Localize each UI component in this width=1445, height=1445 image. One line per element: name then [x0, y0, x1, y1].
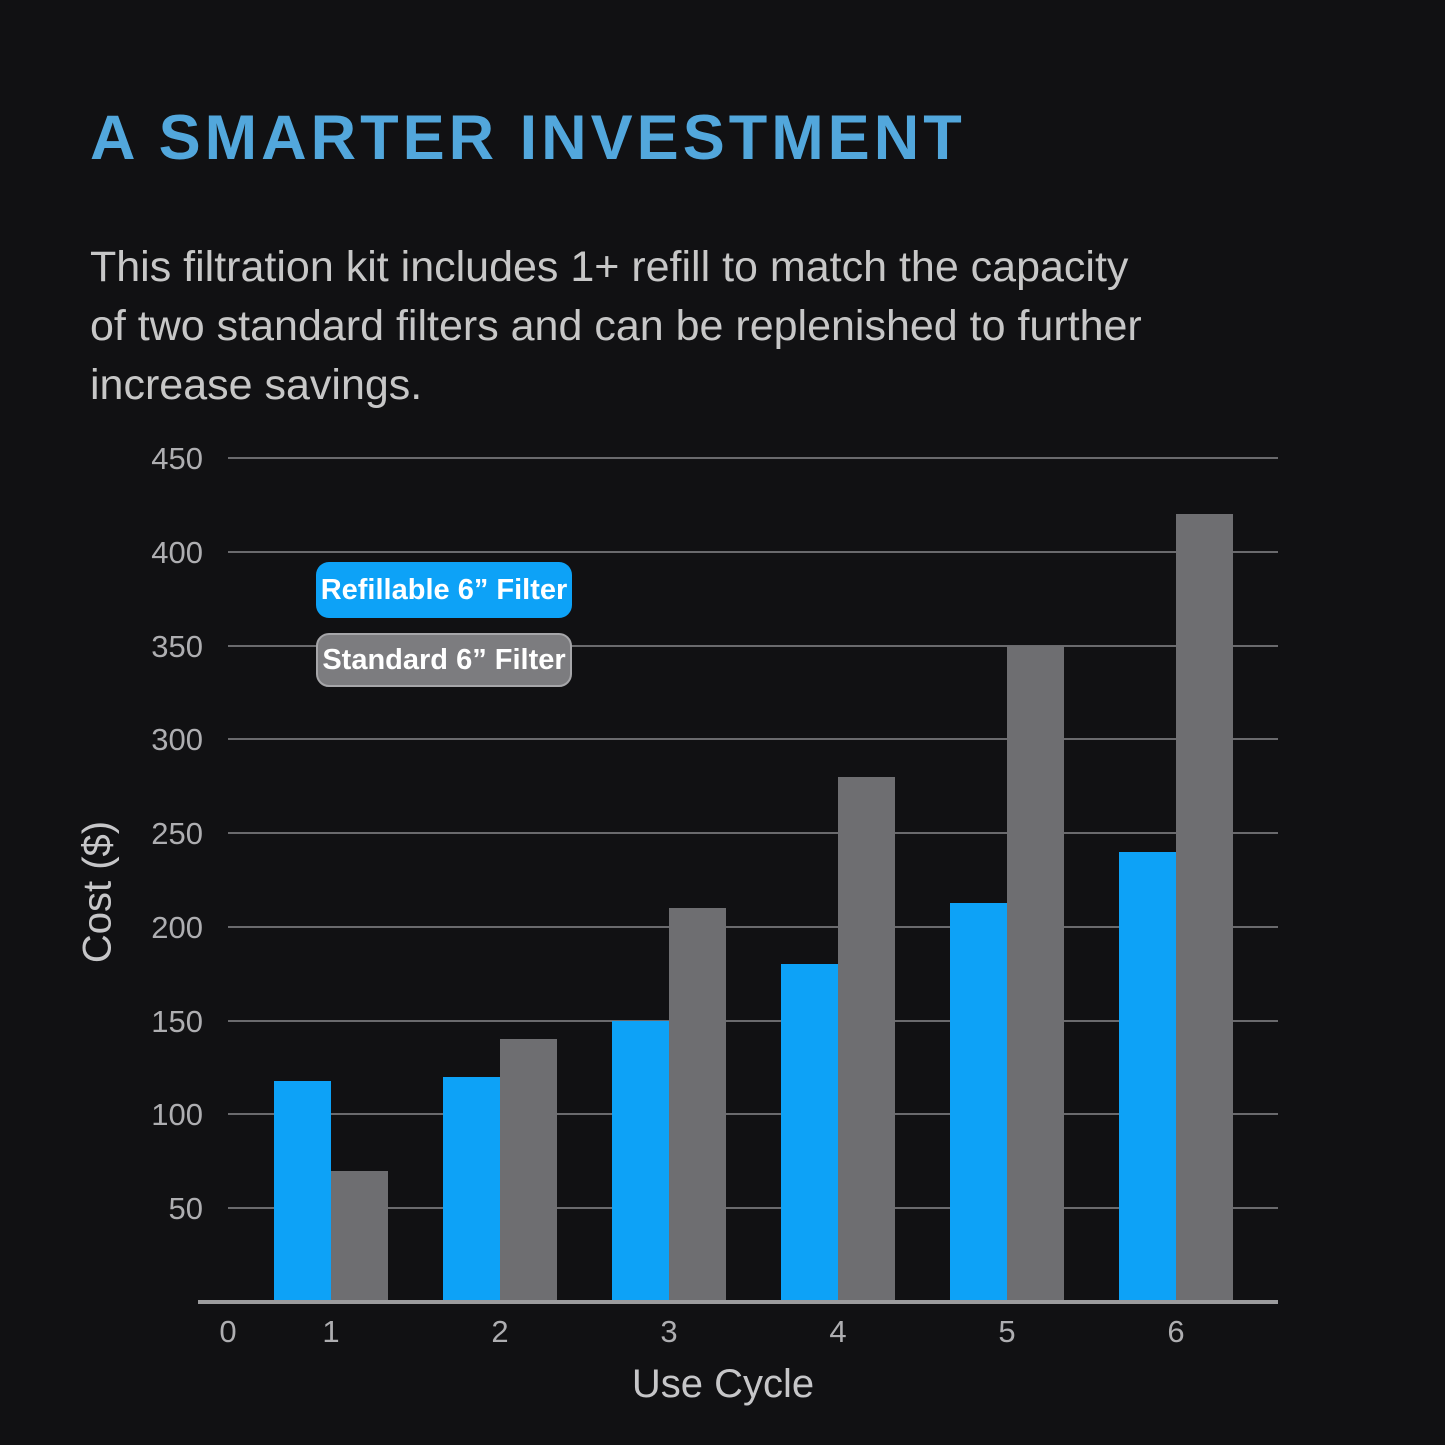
- refillable-bar-cycle-3: [612, 1020, 669, 1302]
- refillable-bar-cycle-4: [781, 964, 838, 1302]
- refillable-bar-cycle-5: [950, 902, 1007, 1302]
- y-tick-label-400: 400: [151, 534, 203, 570]
- x-tick-label-5: 5: [998, 1314, 1016, 1349]
- x-axis-title: Use Cycle: [631, 1362, 815, 1406]
- x-axis-line: [198, 1300, 1278, 1304]
- gridline-50: [228, 1207, 1278, 1210]
- standard-bar-cycle-2: [500, 1039, 557, 1302]
- y-tick-label-450: 450: [151, 441, 203, 476]
- refillable-bar-cycle-6: [1119, 851, 1176, 1302]
- y-tick-label-50: 50: [168, 1191, 203, 1227]
- x-tick-label-1: 1: [322, 1314, 340, 1349]
- page-title: A SMARTER INVESTMENT: [90, 103, 966, 173]
- gridline-450: [228, 457, 1278, 459]
- y-tick-label-150: 150: [151, 1003, 203, 1039]
- x-tick-label-0: 0: [219, 1314, 237, 1349]
- legend-refillable-filter: Refillable 6” Filter: [316, 562, 572, 618]
- standard-bar-cycle-1: [331, 1170, 388, 1302]
- gridline-200: [228, 925, 1278, 928]
- x-tick-label-6: 6: [1167, 1314, 1185, 1349]
- standard-bar-cycle-4: [838, 776, 895, 1302]
- y-tick-label-200: 200: [151, 909, 203, 945]
- page-description: This filtration kit includes 1+ refill t…: [90, 243, 1142, 409]
- x-tick-label-2: 2: [491, 1314, 509, 1349]
- gridline-250: [228, 832, 1278, 835]
- standard-bar-cycle-5: [1007, 645, 1064, 1302]
- gridline-150: [228, 1019, 1278, 1022]
- standard-bar-cycle-6: [1176, 514, 1233, 1302]
- gridline-350: [228, 644, 1278, 647]
- x-tick-label-3: 3: [660, 1314, 678, 1349]
- legend-standard-filter: Standard 6” Filter: [316, 633, 572, 687]
- y-axis-title: Cost ($): [75, 820, 120, 964]
- y-tick-label-100: 100: [151, 1097, 203, 1133]
- y-tick-label-350: 350: [151, 628, 203, 664]
- standard-bar-cycle-3: [669, 908, 726, 1302]
- chart-legend: Refillable 6” Filter Standard 6” Filter: [316, 562, 572, 687]
- refillable-bar-cycle-2: [443, 1076, 500, 1302]
- refillable-bar-cycle-1: [274, 1080, 331, 1302]
- gridline-400: [228, 550, 1278, 553]
- plot-area: Refillable 6” Filter Standard 6” Filter …: [151, 441, 1278, 1349]
- gridline-100: [228, 1113, 1278, 1116]
- x-tick-label-4: 4: [829, 1314, 847, 1349]
- y-tick-label-250: 250: [151, 816, 203, 852]
- y-tick-label-300: 300: [151, 722, 203, 758]
- gridline-300: [228, 738, 1278, 741]
